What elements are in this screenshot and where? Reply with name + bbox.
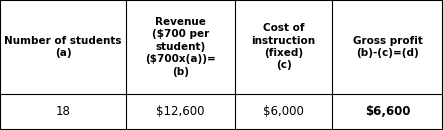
Text: $6,000: $6,000 (263, 105, 304, 118)
Text: $12,600: $12,600 (156, 105, 205, 118)
Text: Number of students
(a): Number of students (a) (4, 36, 122, 58)
Text: $6,600: $6,600 (365, 105, 410, 118)
Text: Cost of
instruction
(fixed)
(c): Cost of instruction (fixed) (c) (252, 23, 315, 70)
Text: 18: 18 (56, 105, 70, 118)
Text: Gross profit
(b)-(c)=(d): Gross profit (b)-(c)=(d) (353, 36, 423, 58)
Text: Revenue
($700 per
student)
($700x(a))=
(b): Revenue ($700 per student) ($700x(a))= (… (145, 17, 216, 77)
